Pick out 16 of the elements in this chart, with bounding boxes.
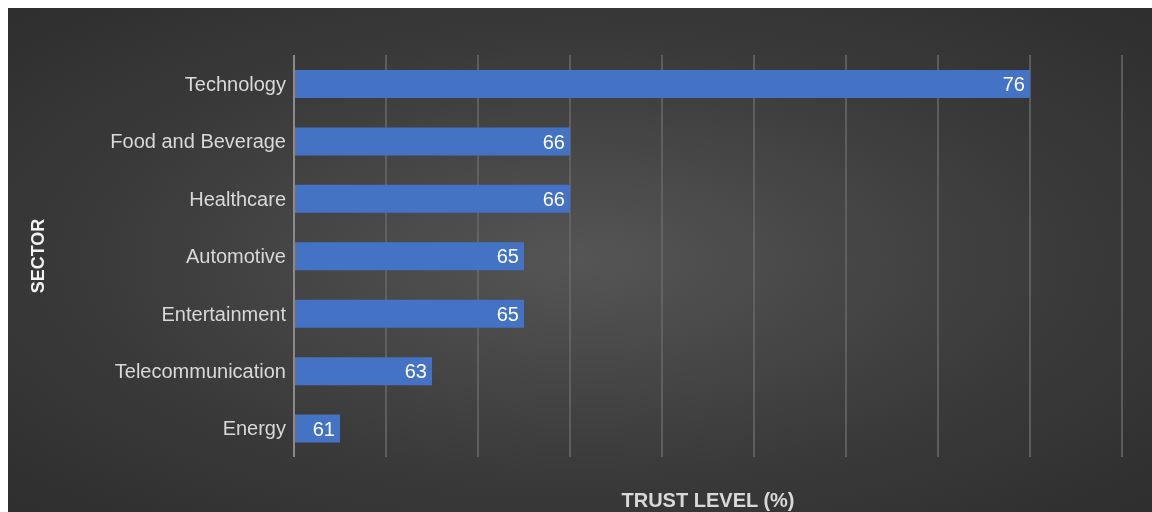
data-label: 76 bbox=[1002, 73, 1025, 96]
data-label: 65 bbox=[496, 245, 519, 268]
data-label: 61 bbox=[312, 417, 335, 440]
y-axis-title: SECTOR bbox=[28, 218, 49, 294]
y-tick-label: Automotive bbox=[185, 245, 286, 268]
data-label: 66 bbox=[542, 130, 565, 153]
data-label: 66 bbox=[542, 187, 565, 210]
data-label: 63 bbox=[404, 360, 427, 383]
y-tick-label: Food and Beverage bbox=[110, 130, 286, 153]
y-tick-label: Healthcare bbox=[189, 187, 286, 210]
data-label: 65 bbox=[496, 302, 519, 325]
y-tick-label: Telecommunication bbox=[114, 359, 286, 382]
y-tick-label: Entertainment bbox=[161, 302, 287, 325]
x-axis-title: TRUST LEVEL (%) bbox=[621, 489, 795, 511]
y-tick-label: Technology bbox=[184, 72, 286, 95]
y-tick-label: Energy bbox=[222, 417, 286, 440]
